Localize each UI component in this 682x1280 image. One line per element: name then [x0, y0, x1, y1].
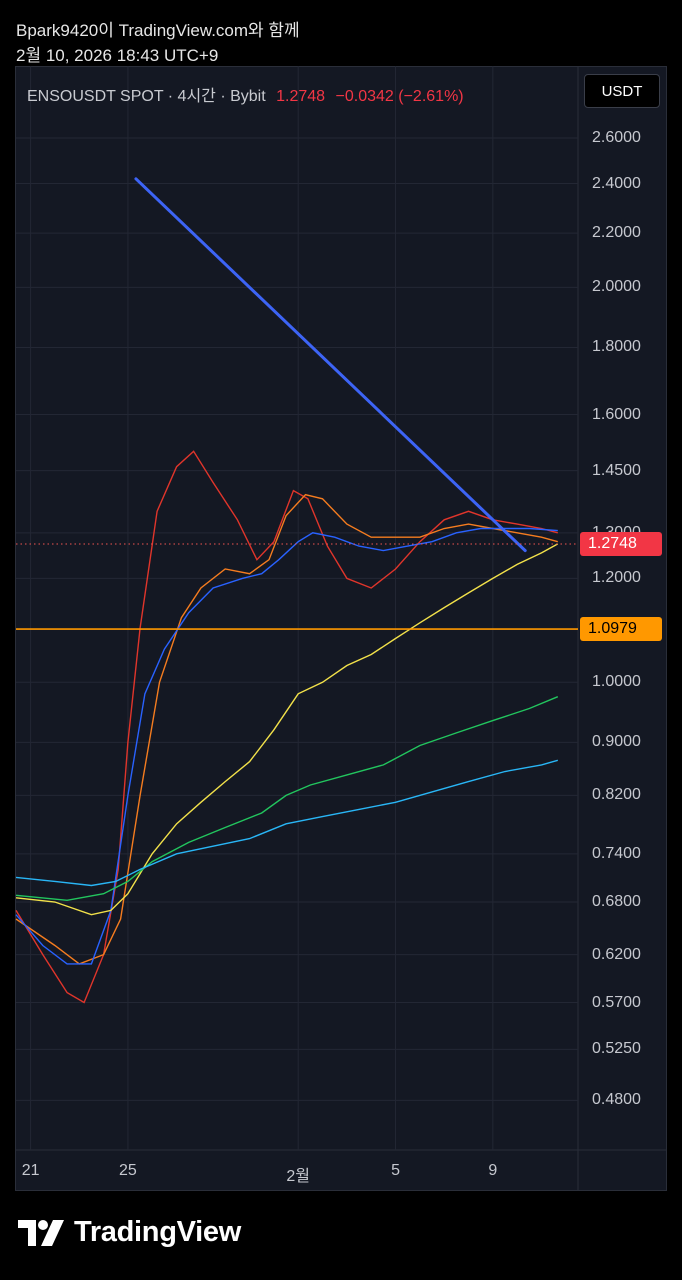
tradingview-logo: TradingView [18, 1216, 241, 1249]
level-price-badge: 1.0979 [580, 617, 662, 642]
last-price-badge: 1.2748 [580, 531, 662, 556]
tradingview-logo-text: TradingView [74, 1216, 241, 1248]
symbol-legend[interactable]: ENSOUSDT SPOT · 4시간 · Bybit 1.2748 −0.03… [27, 82, 464, 106]
moving-average-line [15, 450, 558, 1004]
currency-button[interactable]: USDT [584, 74, 660, 108]
price-tick-label: 0.9000 [592, 733, 641, 751]
price-tick-label: 0.5700 [592, 993, 641, 1011]
time-tick-label: 2월 [286, 1168, 311, 1185]
price-tick-label: 0.5250 [592, 1040, 641, 1058]
price-tick-label: 2.4000 [592, 174, 641, 192]
time-tick-label: 21 [21, 1162, 40, 1179]
price-tick-label: 0.8200 [592, 786, 641, 804]
price-tick-label: 0.6200 [592, 945, 641, 963]
time-tick-label: 5 [391, 1162, 400, 1179]
trendline [134, 177, 527, 553]
moving-average-line [15, 543, 559, 916]
price-tick-label: 1.2000 [592, 569, 641, 587]
moving-average-line [15, 527, 558, 965]
time-tick-label: 9 [488, 1162, 498, 1179]
price-tick-label: 0.7400 [592, 844, 641, 862]
price-tick-label: 0.6800 [592, 893, 641, 910]
price-tick-label: 2.6000 [592, 128, 641, 146]
price-tick-label: 2.2000 [592, 224, 641, 242]
time-tick-label: 25 [119, 1162, 137, 1179]
symbol-change: −0.0342 (−2.61%) [335, 88, 464, 105]
price-tick-label: 1.0000 [592, 673, 641, 691]
price-tick-label: 0.4800 [592, 1091, 641, 1109]
symbol-last-price: 1.2748 [276, 88, 326, 105]
moving-average-line [15, 759, 558, 887]
price-tick-label: 2.0000 [592, 278, 641, 296]
header-timestamp: 2월 10, 2026 18:43 UTC+9 [16, 46, 219, 65]
moving-average-line [15, 696, 559, 902]
price-tick-label: 1.4500 [592, 461, 641, 479]
price-tick-label: 1.8000 [592, 338, 641, 356]
moving-average-line [15, 493, 558, 965]
header-attribution: Bpark9420이 TradingView.com와 함께 [16, 21, 300, 40]
price-tick-label: 1.6000 [592, 405, 641, 423]
symbol-name: ENSOUSDT SPOT · 4시간 · Bybit [27, 88, 266, 105]
tradingview-logo-icon [18, 1219, 64, 1246]
